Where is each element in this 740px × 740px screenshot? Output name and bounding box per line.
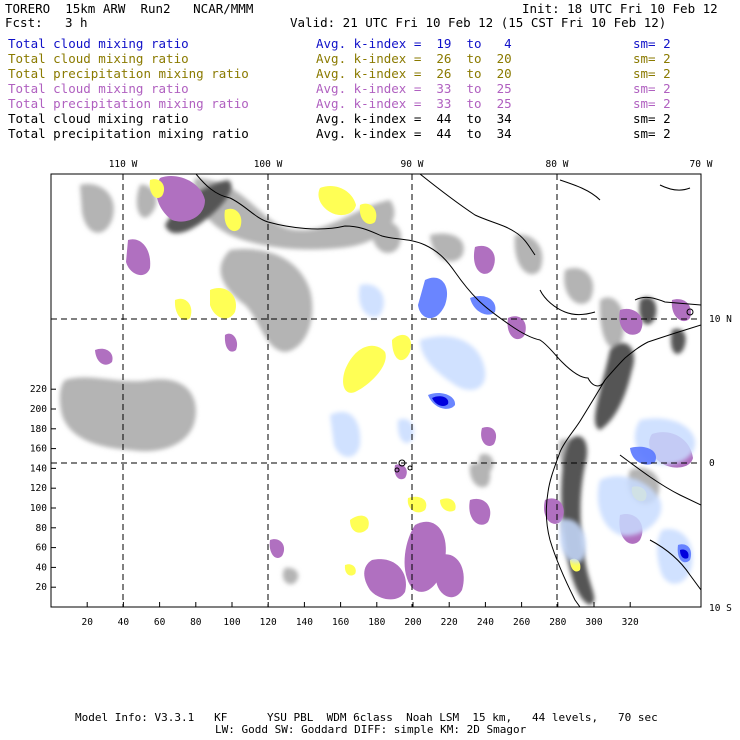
legend-row-avg: Avg. k-index = 33 to 25 (316, 96, 512, 111)
legend-row-sm: sm= 2 (633, 51, 671, 66)
latitude-labels: 10 N 0 10 S (709, 314, 732, 614)
lon-label: 70 W (690, 159, 713, 170)
y-index-label: 140 (30, 463, 47, 474)
legend-row-name: Total cloud mixing ratio (8, 81, 189, 96)
x-index-label: 120 (260, 617, 277, 628)
coastline (195, 174, 701, 607)
lon-label: 90 W (401, 159, 424, 170)
y-index-label: 40 (36, 562, 48, 573)
legend-row-name: Total precipitation mixing ratio (8, 66, 249, 81)
x-index-label: 160 (332, 617, 349, 628)
legend-row-sm: sm= 2 (633, 96, 671, 111)
y-index-label: 120 (30, 483, 47, 494)
legend-row-avg: Avg. k-index = 26 to 20 (316, 51, 512, 66)
lat-label: 10 N (709, 314, 732, 325)
x-index-label: 320 (622, 617, 639, 628)
x-index-label: 80 (190, 617, 202, 628)
x-index-label: 140 (296, 617, 313, 628)
legend-row-avg: Avg. k-index = 33 to 25 (316, 81, 512, 96)
y-index-label: 220 (30, 384, 47, 395)
y-index-label: 100 (30, 503, 47, 514)
legend-row-sm: sm= 2 (633, 111, 671, 126)
x-index-label: 300 (585, 617, 602, 628)
legend-row-name: Total precipitation mixing ratio (8, 96, 249, 111)
legend-row-sm: sm= 2 (633, 66, 671, 81)
x-index-label: 280 (549, 617, 566, 628)
x-index-label: 40 (118, 617, 130, 628)
map-frame (50, 173, 702, 608)
x-index-label: 240 (477, 617, 494, 628)
physics-info: LW: Godd SW: Goddard DIFF: simple KM: 2D… (215, 723, 527, 736)
legend-row-sm: sm= 2 (633, 81, 671, 96)
model-info: Model Info: V3.3.1 KF YSU PBL WDM 6class… (75, 711, 658, 724)
y-index-labels: 220 200 180 160 140 120 100 80 60 40 20 (30, 384, 47, 593)
x-index-label: 200 (404, 617, 421, 628)
blue-field (418, 277, 692, 563)
x-index-label: 220 (441, 617, 458, 628)
y-index-label: 20 (36, 582, 48, 593)
y-index-label: 180 (30, 424, 47, 435)
map-fields (59, 174, 701, 607)
x-index-label: 60 (154, 617, 166, 628)
lat-lon-grid (51, 174, 701, 607)
lon-label: 110 W (109, 159, 138, 170)
valid-time: Valid: 21 UTC Fri 10 Feb 12 (15 CST Fri … (290, 15, 667, 30)
legend-row-name: Total cloud mixing ratio (8, 111, 189, 126)
x-index-labels: 20 40 60 80 100 120 140 160 180 200 220 240 260 280 30… (81, 617, 639, 628)
model-title: TORERO 15km ARW Run2 NCAR/MMM (5, 1, 254, 16)
legend-row-sm: sm= 2 (633, 36, 671, 51)
legend-row-avg: Avg. k-index = 44 to 34 (316, 126, 512, 141)
axis-ticks (51, 388, 631, 607)
longitude-labels: 110 W 100 W 90 W 80 W 70 W (109, 159, 713, 170)
legend-row-avg: Avg. k-index = 19 to 4 (316, 36, 512, 51)
legend-row-name: Total cloud mixing ratio (8, 36, 189, 51)
x-index-label: 20 (81, 617, 93, 628)
lat-label: 10 S (709, 603, 732, 614)
legend-row-name: Total cloud mixing ratio (8, 51, 189, 66)
legend-row-sm: sm= 2 (633, 126, 671, 141)
light-blue-field (330, 284, 696, 584)
forecast-label: Fcst: (5, 15, 43, 30)
y-index-label: 200 (30, 404, 47, 415)
legend-row-avg: Avg. k-index = 26 to 20 (316, 66, 512, 81)
lat-label: 0 (709, 458, 715, 469)
init-time: Init: 18 UTC Fri 10 Feb 12 (522, 1, 718, 16)
lon-label: 80 W (546, 159, 569, 170)
y-index-label: 80 (36, 523, 48, 534)
lon-label: 100 W (254, 159, 283, 170)
legend-row-avg: Avg. k-index = 44 to 34 (316, 111, 512, 126)
dark-blue-field (432, 396, 689, 559)
forecast-hours: 3 h (65, 15, 88, 30)
x-index-label: 260 (513, 617, 530, 628)
x-index-label: 100 (223, 617, 240, 628)
y-index-label: 60 (36, 543, 48, 554)
x-index-label: 180 (368, 617, 385, 628)
legend-row-name: Total precipitation mixing ratio (8, 126, 249, 141)
y-index-label: 160 (30, 444, 47, 455)
